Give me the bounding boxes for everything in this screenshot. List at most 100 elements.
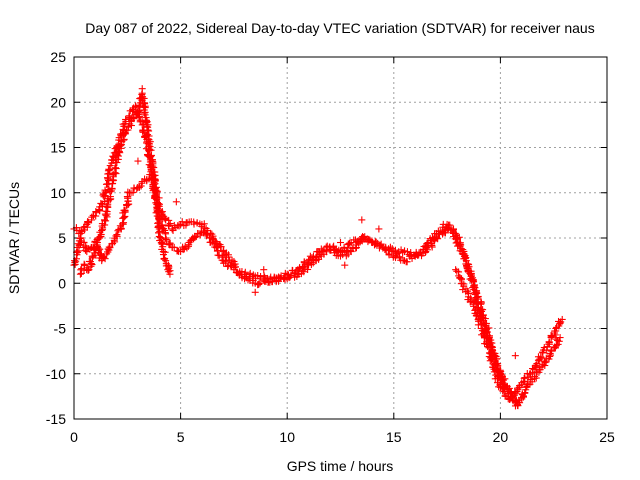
data-point-fill: [166, 220, 174, 228]
data-point: [484, 343, 492, 351]
data-point-fill: [141, 102, 149, 110]
data-point-fill: [309, 252, 317, 260]
data-point: [337, 239, 344, 247]
data-point-fill: [149, 180, 157, 188]
data-point: [157, 239, 165, 247]
data-point-fill: [208, 238, 216, 246]
data-point-fill: [159, 251, 167, 259]
data-point: [511, 352, 519, 360]
data-point-fill: [113, 231, 121, 239]
data-point-fill: [106, 244, 114, 252]
data-point: [358, 216, 366, 224]
data-point-fill: [84, 218, 92, 226]
data-point-fill: [485, 324, 493, 332]
data-points: [70, 85, 566, 410]
data-point: [138, 121, 146, 129]
plot-frame: [73, 56, 608, 420]
data-point-fill: [109, 156, 117, 164]
data-point-fill: [104, 170, 112, 178]
data-point-fill: [432, 234, 440, 242]
data-point-fill: [105, 165, 113, 173]
data-point-fill: [261, 273, 269, 281]
data-point: [516, 399, 524, 407]
data-point-fill: [481, 333, 489, 341]
x-tick-label: 20: [493, 429, 509, 445]
data-point-fill: [178, 218, 186, 226]
data-point-fill: [415, 249, 423, 257]
data-point-fill: [145, 146, 153, 154]
data-point-fill: [463, 263, 471, 271]
data-point-fill: [145, 152, 153, 160]
data-point: [260, 266, 268, 274]
y-tick-label: 0: [58, 275, 66, 291]
y-tick-labels: -15 -10 -5 0 5 10 15 20 25: [46, 49, 66, 427]
data-point-fill: [308, 254, 316, 262]
data-point-fill: [88, 216, 96, 224]
data-point-fill: [192, 233, 200, 241]
data-point-fill: [206, 234, 214, 242]
data-point-fill: [501, 375, 509, 383]
data-point-fill: [334, 248, 342, 256]
data-point-fill: [131, 102, 139, 110]
data-point-fill: [554, 340, 562, 348]
chart-title: Day 087 of 2022, Sidereal Day-to-day VTE…: [85, 20, 594, 36]
data-point-fill: [120, 135, 128, 143]
data-point-fill: [531, 372, 539, 380]
data-point-fill: [255, 280, 263, 288]
data-point: [558, 315, 566, 323]
data-point: [166, 270, 174, 278]
data-point-fill: [101, 186, 109, 194]
data-point-fill: [485, 344, 493, 352]
data-point-fill: [170, 243, 178, 251]
data-point-fill: [152, 193, 160, 201]
data-point-fill: [217, 243, 225, 251]
data-point-fill: [466, 298, 474, 306]
data-point-fill: [104, 185, 112, 193]
data-point-fill: [300, 268, 308, 276]
data-point-fill: [477, 299, 485, 307]
y-tick-label: 25: [50, 49, 66, 65]
data-point-fill: [506, 395, 514, 403]
data-point-fill: [211, 239, 219, 247]
x-tick-label: 0: [70, 429, 78, 445]
data-point-fill: [486, 357, 494, 365]
data-point-fill: [113, 142, 121, 150]
data-point-fill: [97, 199, 105, 207]
data-point-fill: [135, 113, 143, 121]
data-point-fill: [139, 126, 147, 134]
data-point-fill: [88, 261, 96, 269]
data-point: [556, 334, 564, 342]
data-point-fill: [490, 368, 498, 376]
data-point-fill: [112, 232, 120, 240]
data-point-fill: [287, 271, 295, 279]
x-tick-label: 25: [599, 429, 615, 445]
data-point-fill: [488, 356, 496, 364]
data-point-fill: [125, 112, 133, 120]
y-axis-label: SDTVAR / TECUs: [6, 182, 22, 294]
data-point-fill: [478, 313, 486, 321]
data-point-fill: [500, 388, 508, 396]
data-point-fill: [140, 109, 148, 117]
data-point-fill: [493, 355, 501, 363]
y-tick-label: 20: [50, 94, 66, 110]
x-tick-label: 10: [279, 429, 295, 445]
data-point-fill: [222, 258, 230, 266]
data-point-fill: [499, 376, 507, 384]
data-point-fill: [151, 193, 159, 201]
data-point-fill: [299, 263, 307, 271]
data-point-fill: [162, 236, 170, 244]
data-point-fill: [183, 244, 191, 252]
data-point-fill: [141, 99, 149, 107]
data-point-fill: [520, 374, 528, 382]
data-point-fill: [122, 117, 130, 125]
data-point-fill: [300, 258, 308, 266]
data-point-fill: [144, 140, 152, 148]
data-point-fill: [226, 261, 234, 269]
data-point: [411, 252, 419, 260]
data-point: [341, 261, 349, 269]
x-tick-label: 5: [177, 429, 185, 445]
grid-lines: [74, 57, 607, 419]
data-point-fill: [388, 248, 396, 256]
data-point-fill: [446, 221, 454, 229]
